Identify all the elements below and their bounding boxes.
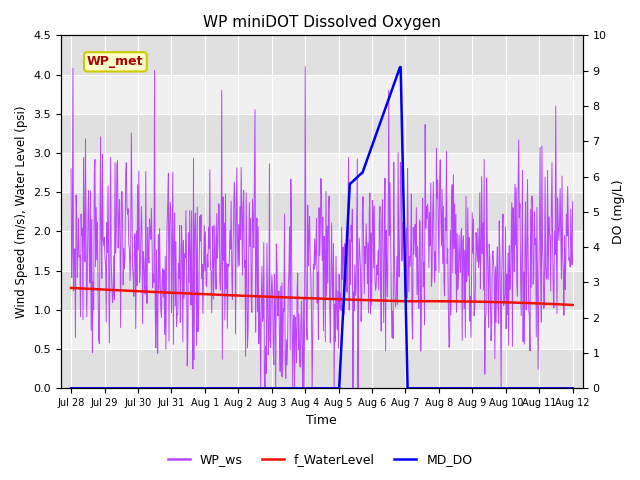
Bar: [61, 114, 583, 153]
Title: WP miniDOT Dissolved Oxygen: WP miniDOT Dissolved Oxygen: [203, 15, 441, 30]
Text: WP_met: WP_met: [87, 55, 143, 68]
X-axis label: Time: Time: [307, 414, 337, 427]
Bar: [61, 192, 583, 231]
Bar: [61, 349, 583, 388]
Bar: [61, 271, 583, 310]
Y-axis label: DO (mg/L): DO (mg/L): [612, 180, 625, 244]
Bar: [61, 36, 583, 74]
Y-axis label: Wind Speed (m/s), Water Level (psi): Wind Speed (m/s), Water Level (psi): [15, 106, 28, 318]
Legend: WP_ws, f_WaterLevel, MD_DO: WP_ws, f_WaterLevel, MD_DO: [163, 448, 477, 471]
